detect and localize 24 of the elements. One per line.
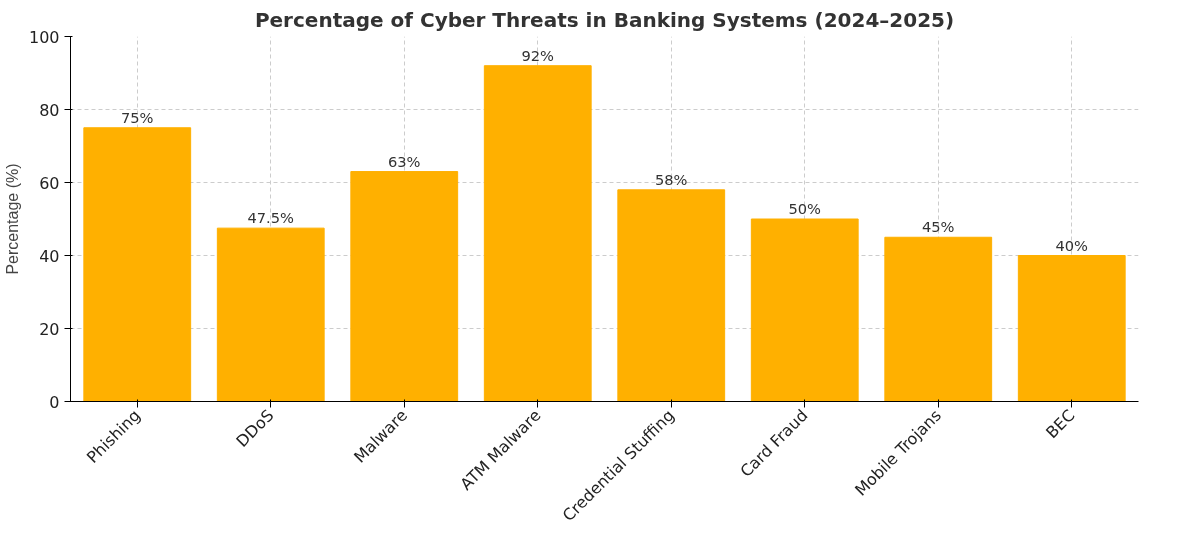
- data-label: 45%: [921, 218, 955, 236]
- bar: [884, 236, 993, 402]
- bar: [350, 171, 459, 402]
- y-tick-label: 100: [28, 27, 60, 47]
- data-label: 63%: [387, 152, 421, 170]
- y-tick-label: 80: [39, 100, 60, 120]
- y-tick-label: 20: [39, 319, 60, 339]
- data-label: 47.5%: [247, 209, 295, 227]
- bar: [1017, 255, 1126, 402]
- data-label: 75%: [120, 108, 154, 126]
- data-label: 92%: [521, 46, 555, 64]
- bar: [750, 218, 859, 402]
- bar: [83, 127, 192, 402]
- y-axis-title: Percentage (%): [3, 163, 21, 275]
- y-tick-label: 40: [39, 246, 60, 266]
- data-label: 50%: [788, 200, 822, 217]
- y-tick-label: 0: [49, 392, 60, 412]
- data-label: 58%: [654, 170, 688, 188]
- bar: [216, 227, 325, 402]
- bar: [483, 65, 592, 402]
- chart-title: Percentage of Cyber Threats in Banking Systems (2024–2025): [254, 7, 955, 32]
- bar: [617, 189, 726, 402]
- y-tick-label: 60: [39, 173, 60, 193]
- data-label: 40%: [1055, 236, 1089, 254]
